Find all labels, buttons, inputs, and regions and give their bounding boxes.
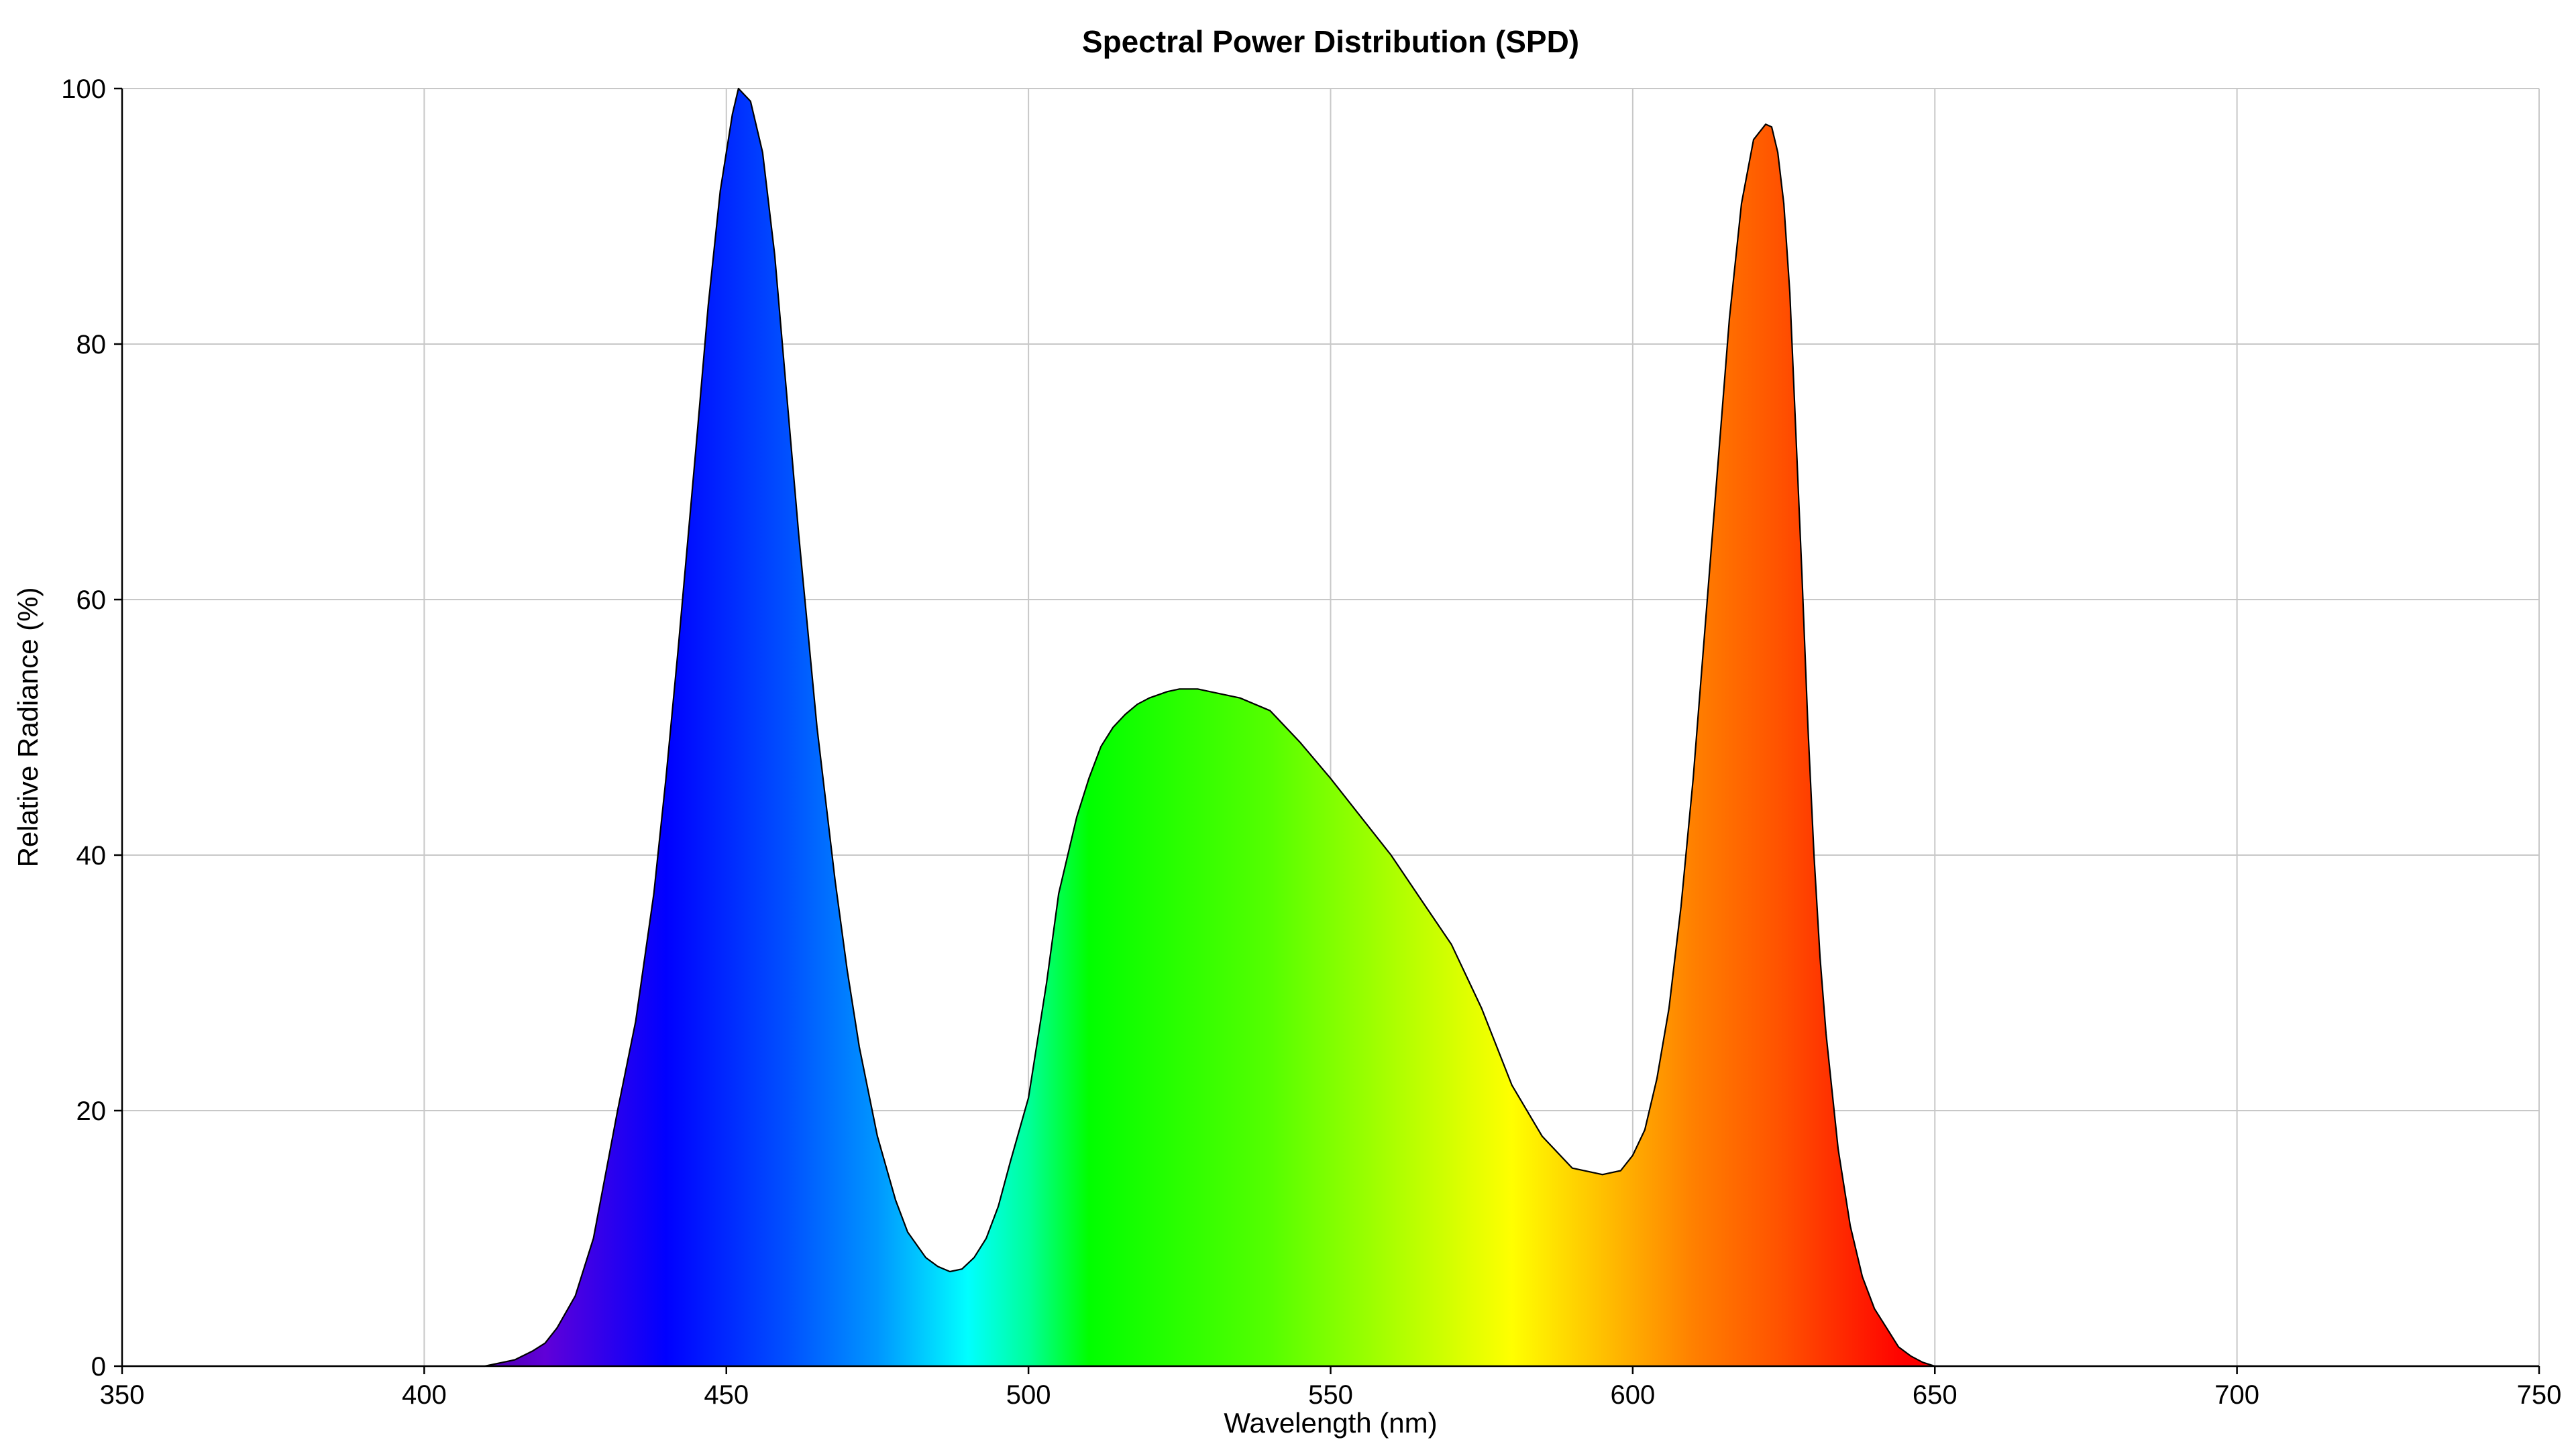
- y-tick-label-20: 20: [76, 1097, 107, 1126]
- y-tick-label-100: 100: [61, 74, 106, 104]
- y-tick-label-0: 0: [91, 1352, 106, 1382]
- y-tick-label-80: 80: [76, 330, 107, 359]
- spectrum-area-fill: [122, 89, 2539, 1366]
- x-tick-label-450: 450: [704, 1380, 749, 1410]
- chart-title: Spectral Power Distribution (SPD): [1082, 24, 1579, 59]
- x-tick-label-650: 650: [1913, 1380, 1957, 1410]
- x-tick-label-500: 500: [1006, 1380, 1051, 1410]
- y-axis-title: Relative Radiance (%): [12, 588, 44, 868]
- x-tick-label-700: 700: [2214, 1380, 2259, 1410]
- x-tick-label-550: 550: [1308, 1380, 1353, 1410]
- x-tick-label-350: 350: [100, 1380, 145, 1410]
- x-tick-label-750: 750: [2517, 1380, 2562, 1410]
- spectrum-outline: [122, 87, 2539, 1367]
- tick-labels: 350 400 450 500 550 600 650 700 750 0 20 40 60 80 100: [61, 74, 2561, 1410]
- y-tick-label-60: 60: [76, 585, 107, 615]
- x-tick-label-600: 600: [1611, 1380, 1656, 1410]
- spectrum-area-layer: [122, 87, 2539, 1367]
- y-tick-label-40: 40: [76, 841, 107, 871]
- x-tick-label-400: 400: [402, 1380, 447, 1410]
- x-axis-title: Wavelength (nm): [1224, 1407, 1437, 1439]
